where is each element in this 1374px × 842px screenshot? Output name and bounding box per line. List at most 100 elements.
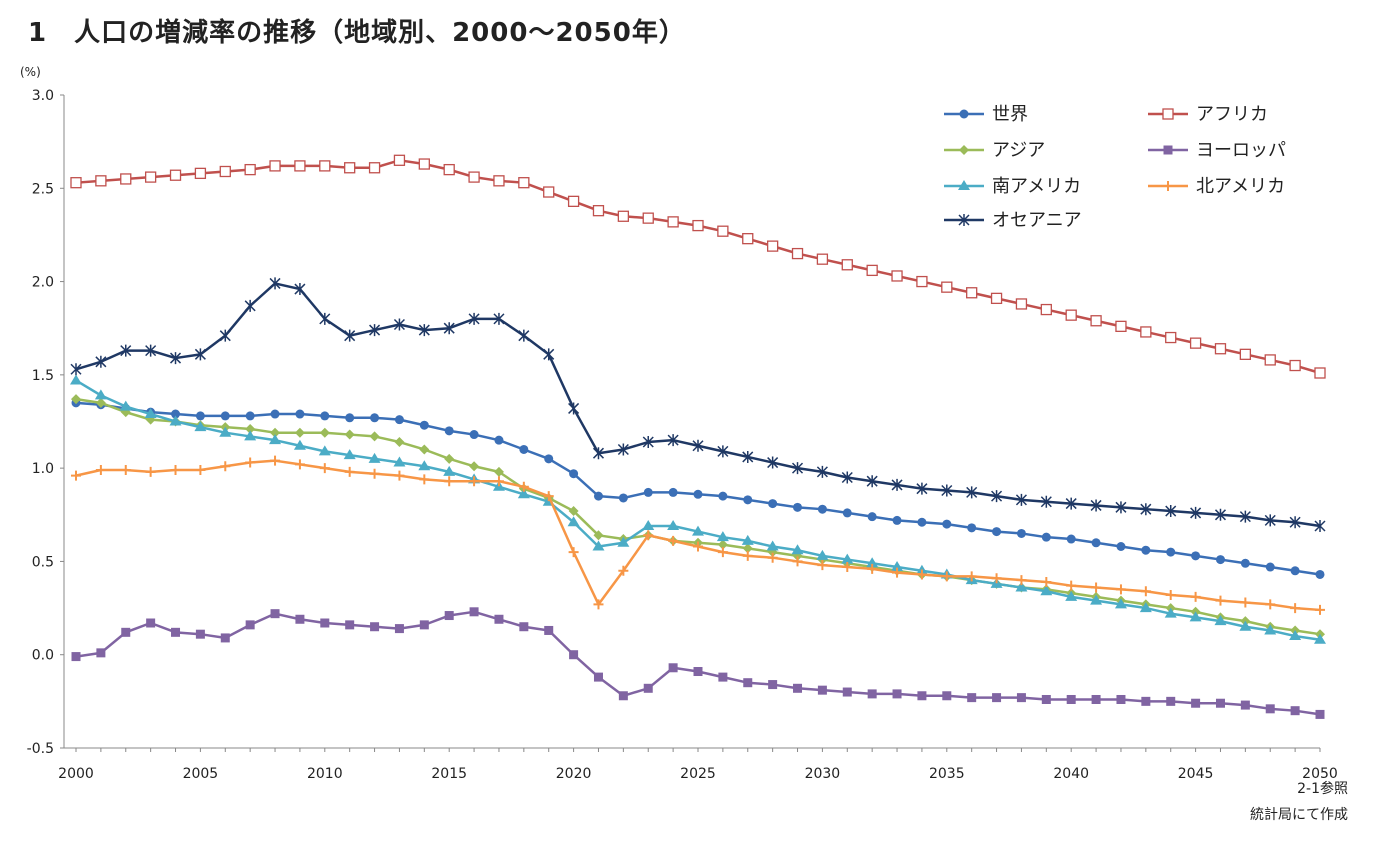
data-point bbox=[544, 625, 554, 635]
data-point bbox=[1264, 514, 1276, 527]
data-point bbox=[71, 394, 81, 405]
data-point bbox=[1314, 367, 1326, 379]
data-point bbox=[96, 648, 106, 658]
data-point bbox=[966, 287, 978, 299]
data-point bbox=[668, 663, 678, 673]
data-point bbox=[345, 620, 355, 630]
data-point bbox=[195, 465, 206, 476]
data-point bbox=[469, 476, 480, 487]
data-point bbox=[443, 465, 456, 476]
y-tick-label: 0.0 bbox=[32, 648, 54, 664]
data-point bbox=[1265, 599, 1276, 610]
data-point bbox=[344, 429, 355, 440]
legend-swatch-marker bbox=[959, 145, 969, 155]
data-point bbox=[145, 466, 156, 477]
data-point bbox=[743, 678, 753, 688]
data-point bbox=[692, 219, 704, 232]
data-point bbox=[70, 363, 82, 376]
data-point bbox=[593, 672, 603, 682]
series-5 bbox=[71, 455, 1325, 615]
data-point bbox=[1090, 315, 1102, 327]
data-point bbox=[966, 571, 977, 582]
data-point bbox=[1240, 558, 1250, 568]
data-point bbox=[518, 329, 530, 342]
data-point bbox=[94, 389, 107, 400]
data-point bbox=[443, 163, 455, 176]
data-point bbox=[543, 491, 554, 502]
data-point bbox=[120, 344, 132, 357]
data-point bbox=[544, 454, 554, 464]
legend-swatch-marker bbox=[1163, 181, 1173, 191]
legend-swatch-marker bbox=[959, 109, 969, 119]
legend-item: ヨーロッパ bbox=[1148, 140, 1286, 161]
data-point bbox=[618, 493, 628, 503]
data-point bbox=[816, 253, 829, 265]
data-point bbox=[791, 544, 804, 555]
series-3 bbox=[71, 607, 1325, 719]
legend-label: オセアニア bbox=[992, 210, 1082, 231]
data-point bbox=[244, 299, 256, 312]
data-point bbox=[617, 536, 630, 547]
data-point bbox=[617, 210, 630, 222]
data-point bbox=[891, 270, 903, 282]
data-point bbox=[469, 461, 480, 472]
data-point bbox=[119, 400, 132, 411]
legend-swatch-marker bbox=[958, 180, 970, 190]
data-point bbox=[194, 421, 207, 432]
data-point bbox=[742, 450, 754, 463]
data-point bbox=[369, 468, 380, 479]
data-point bbox=[444, 611, 454, 621]
data-point bbox=[1239, 510, 1251, 523]
data-point bbox=[195, 629, 205, 639]
data-point bbox=[567, 195, 580, 207]
data-point bbox=[370, 413, 380, 423]
data-point bbox=[1165, 505, 1177, 518]
legend-label: 世界 bbox=[992, 104, 1028, 125]
data-point bbox=[567, 516, 580, 527]
series-layer bbox=[70, 154, 1326, 719]
data-point bbox=[569, 469, 579, 479]
series-2 bbox=[71, 394, 1325, 640]
data-point bbox=[743, 495, 753, 505]
data-point bbox=[717, 445, 729, 458]
data-point bbox=[1065, 590, 1078, 601]
data-point bbox=[219, 329, 231, 342]
data-point bbox=[967, 693, 977, 703]
series-6 bbox=[70, 277, 1326, 532]
data-point bbox=[95, 465, 106, 476]
data-point bbox=[320, 618, 330, 628]
data-point bbox=[1214, 615, 1227, 626]
data-point bbox=[766, 240, 779, 252]
data-point bbox=[916, 275, 928, 288]
data-point bbox=[295, 409, 305, 419]
data-point bbox=[791, 247, 804, 260]
x-tick-label: 2045 bbox=[1178, 766, 1214, 782]
data-point bbox=[992, 527, 1002, 537]
data-point bbox=[319, 160, 331, 172]
data-point bbox=[592, 540, 605, 551]
data-point bbox=[1040, 495, 1052, 508]
data-point bbox=[95, 355, 107, 368]
data-point bbox=[1166, 696, 1176, 706]
data-point bbox=[692, 525, 704, 536]
data-point bbox=[1191, 698, 1201, 708]
data-point bbox=[1264, 354, 1276, 366]
legend-item: オセアニア bbox=[944, 210, 1082, 231]
data-point bbox=[1040, 585, 1053, 596]
data-point bbox=[991, 490, 1003, 503]
data-point bbox=[1141, 545, 1151, 555]
data-point bbox=[1016, 575, 1027, 586]
data-point bbox=[916, 569, 927, 580]
data-point bbox=[1189, 337, 1202, 349]
data-point bbox=[518, 481, 529, 492]
data-point bbox=[741, 534, 754, 545]
data-point bbox=[244, 430, 257, 441]
data-point bbox=[891, 561, 904, 572]
data-point bbox=[1215, 555, 1225, 565]
data-point bbox=[642, 519, 655, 530]
data-point bbox=[146, 618, 156, 628]
data-point bbox=[867, 563, 878, 574]
data-point bbox=[767, 552, 778, 563]
data-point bbox=[866, 475, 878, 488]
legend-label: 北アメリカ bbox=[1196, 176, 1285, 197]
